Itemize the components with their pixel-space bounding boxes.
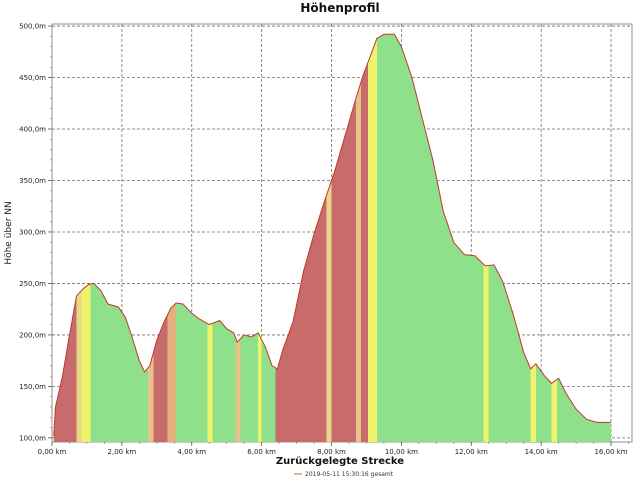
x-tick-label: 10,00 km — [385, 448, 418, 456]
chart-title: Höhenprofil — [300, 1, 379, 15]
x-tick-label: 14,00 km — [525, 448, 558, 456]
x-tick-label: 2,00 km — [108, 448, 137, 456]
x-tick-label: 4,00 km — [177, 448, 206, 456]
y-tick-label: 300,0m — [19, 228, 46, 236]
y-tick-label: 500,0m — [19, 23, 46, 31]
elevation-area — [53, 34, 612, 442]
x-tick-label: 16,00 km — [594, 448, 627, 456]
legend: 2019-05-11 15:30:16 gesamt — [294, 471, 394, 478]
y-tick-label: 200,0m — [19, 331, 46, 339]
x-tick-label: 8,00 km — [317, 448, 346, 456]
x-axis-label: Zurückgelegte Strecke — [276, 456, 404, 467]
x-axis-ticks: 0,00 km 2,00 km 4,00 km 6,00 km 8,00 km 10,00… — [38, 442, 629, 456]
elevation-line — [53, 33, 611, 436]
y-tick-label: 450,0m — [19, 74, 46, 82]
y-tick-label: 150,0m — [19, 383, 46, 391]
y-tick-label: 350,0m — [19, 177, 46, 185]
y-tick-label: 250,0m — [19, 280, 46, 288]
profile-layer — [53, 33, 612, 442]
legend-entry: 2019-05-11 15:30:16 gesamt — [305, 471, 394, 478]
y-tick-label: 400,0m — [19, 126, 46, 134]
y-axis-ticks: 100,0m 150,0m 200,0m 250,0m 300,0m 350,0m 400,… — [19, 23, 52, 442]
y-axis-label: Höhe über NN — [4, 201, 14, 264]
x-tick-label: 0,00 km — [38, 448, 67, 456]
x-tick-label: 12,00 km — [455, 448, 488, 456]
x-tick-label: 6,00 km — [247, 448, 276, 456]
y-tick-label: 100,0m — [19, 434, 46, 442]
